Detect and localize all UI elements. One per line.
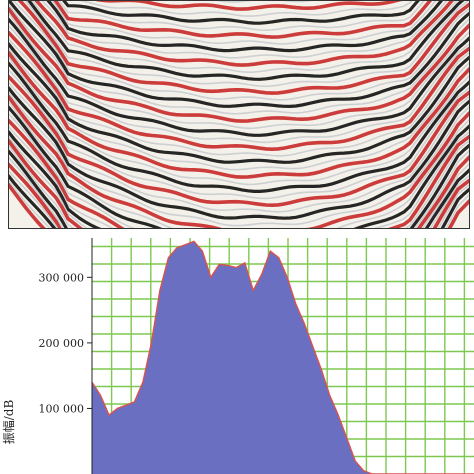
seismic-reflector xyxy=(8,24,470,144)
y-axis-label: 振幅/dB xyxy=(1,400,16,445)
seismic-reflector xyxy=(57,0,426,32)
seismic-reflector xyxy=(8,91,470,227)
seismic-reflector xyxy=(8,100,470,229)
y-tick-label: 300 000 xyxy=(39,271,85,284)
seismic-reflector xyxy=(8,3,470,115)
spectrum-line xyxy=(91,240,474,474)
seismic-reflector xyxy=(8,0,470,109)
seismic-reflector xyxy=(8,130,470,229)
amplitude-spectrum-chart: 100 000 200 000 300 000 振幅/dB xyxy=(1,238,474,474)
seismic-reflector xyxy=(71,0,414,17)
y-tick-label: 200 000 xyxy=(39,337,85,350)
seismic-reflector xyxy=(26,0,466,81)
spectrum-area xyxy=(92,241,474,474)
seismic-reflector xyxy=(8,112,470,229)
seismic-reflector xyxy=(8,74,470,208)
seismic-frame xyxy=(8,0,470,229)
y-tick-label: 100 000 xyxy=(39,402,85,415)
seismic-reflector xyxy=(52,0,433,39)
seismic-reflector xyxy=(8,30,470,152)
seismic-reflector xyxy=(23,0,470,88)
seismic-reflector xyxy=(8,86,470,220)
seismic-reflector xyxy=(8,68,470,200)
seismic-reflector xyxy=(33,0,455,67)
seismic-reflector xyxy=(8,56,470,186)
seismic-reflector xyxy=(8,50,470,179)
seismic-reflector xyxy=(40,0,449,59)
seismic-reflector xyxy=(8,47,470,171)
seismic-reflector xyxy=(162,0,320,3)
seismic-reflector xyxy=(8,42,470,164)
seismic-reflector xyxy=(8,12,470,130)
y-axis-ticks: 100 000 200 000 300 000 xyxy=(39,271,92,415)
seismic-reflector xyxy=(8,125,470,229)
seismic-reflector xyxy=(8,81,470,213)
seismic-reflector xyxy=(8,6,470,123)
seismic-reflector xyxy=(8,61,470,193)
seismic-reflector xyxy=(45,0,444,53)
seismic-reflector xyxy=(8,17,470,137)
seismic-reflector xyxy=(16,0,470,95)
seismic-reflector xyxy=(90,0,406,11)
seismic-reflector xyxy=(12,0,470,101)
seismic-reflector xyxy=(50,0,438,45)
seismic-section-image xyxy=(8,0,470,229)
seismic-reflector xyxy=(30,0,459,74)
seismic-reflector xyxy=(61,0,421,25)
seismic-reflector xyxy=(8,37,470,157)
seismic-reflectors xyxy=(8,0,470,229)
seismic-reflector xyxy=(8,105,470,229)
seismic-reflector xyxy=(8,135,470,229)
seismic-reflector xyxy=(8,94,470,229)
